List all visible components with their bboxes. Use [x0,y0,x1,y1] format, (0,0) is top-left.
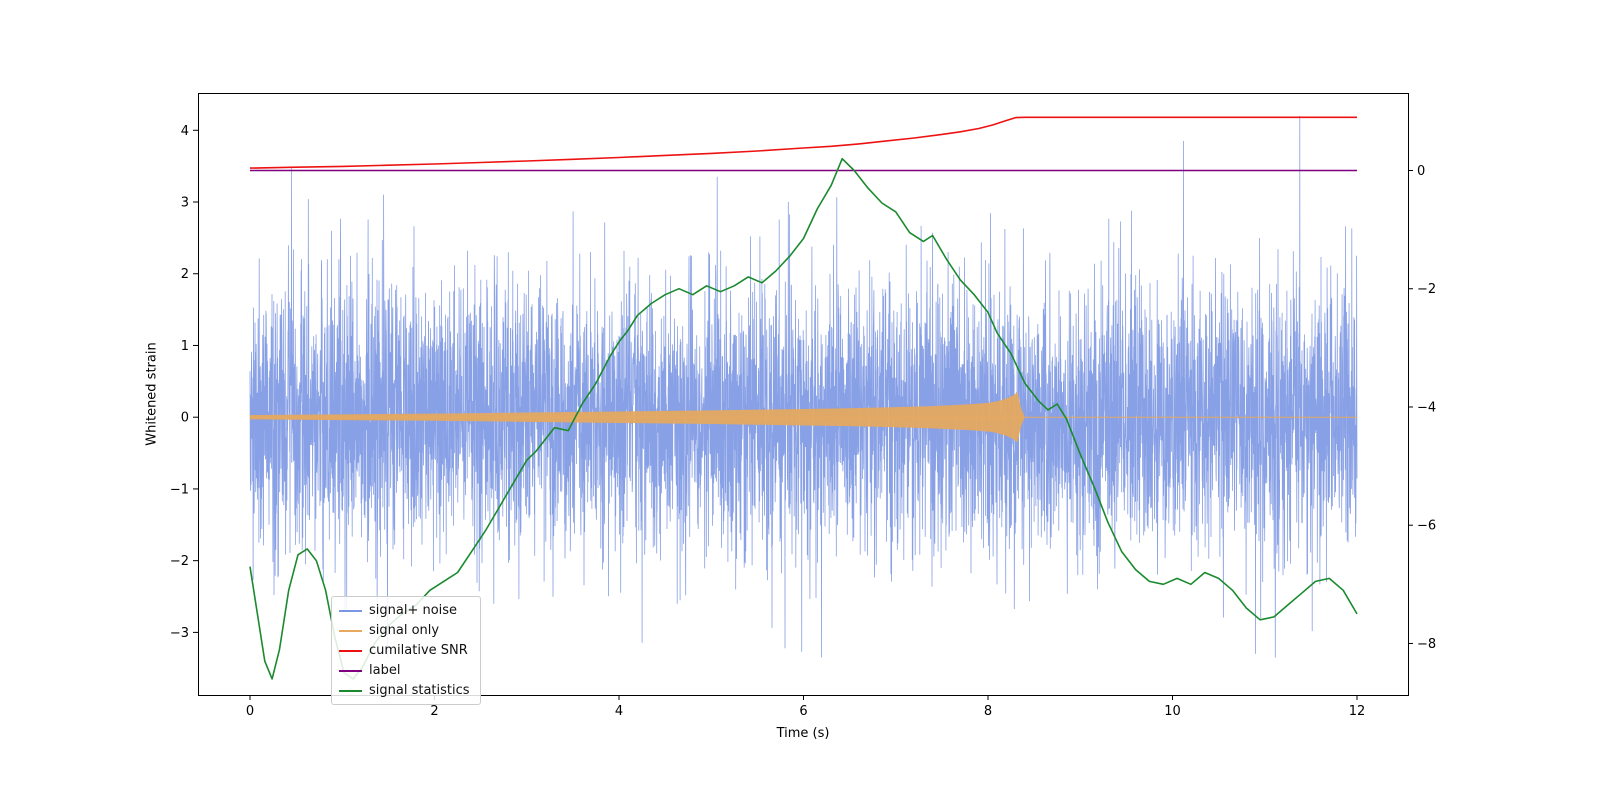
y-left-tick-label: 3 [181,196,189,211]
legend-item: signal+ noise [339,601,470,620]
x-tick-label: 0 [246,704,254,719]
y-axis-label: Whitened strain [144,342,160,446]
y-left-tick-label: −2 [170,554,189,569]
legend-label: signal statistics [369,683,470,698]
y-left-tick-label: 4 [181,124,189,139]
y-left-tick-label: 1 [181,339,189,354]
x-tick-label: 2 [430,704,438,719]
y-right-tick-label: −4 [1417,400,1436,415]
legend: signal+ noise signal only cumilative SNR la… [331,596,481,705]
legend-swatch [339,609,362,612]
y-right-tick-label: −8 [1417,637,1436,652]
x-axis-label: Time (s) [776,726,830,741]
legend-label: signal only [369,623,440,638]
x-tick-label: 10 [1164,704,1181,719]
y-left-tick-label: −3 [170,626,189,641]
x-tick-label: 6 [799,704,807,719]
plot-series [249,115,1358,680]
y-left-tick-label: 0 [181,411,189,426]
x-tick-label: 8 [984,704,992,719]
y-left-tick-label: −1 [170,482,189,497]
y-right-tick-label: −6 [1417,519,1436,534]
legend-swatch [339,629,362,632]
legend-item: label [339,661,470,680]
legend-label: cumilative SNR [369,643,468,658]
legend-swatch [339,649,362,652]
y-right-tick-label: −2 [1417,282,1436,297]
series-signal-plus-noise [249,115,1358,658]
legend-swatch [339,669,362,672]
legend-label: label [369,663,401,678]
legend-item: cumilative SNR [339,641,470,660]
legend-label: signal+ noise [369,603,458,618]
legend-item: signal statistics [339,681,470,700]
x-tick-label: 12 [1349,704,1366,719]
legend-item: signal only [339,621,470,640]
legend-swatch [339,689,362,692]
series-cumilative-snr [249,116,1357,169]
y-left-tick-label: 2 [181,267,189,282]
x-tick-label: 4 [615,704,623,719]
y-right-tick-label: 0 [1417,164,1425,179]
